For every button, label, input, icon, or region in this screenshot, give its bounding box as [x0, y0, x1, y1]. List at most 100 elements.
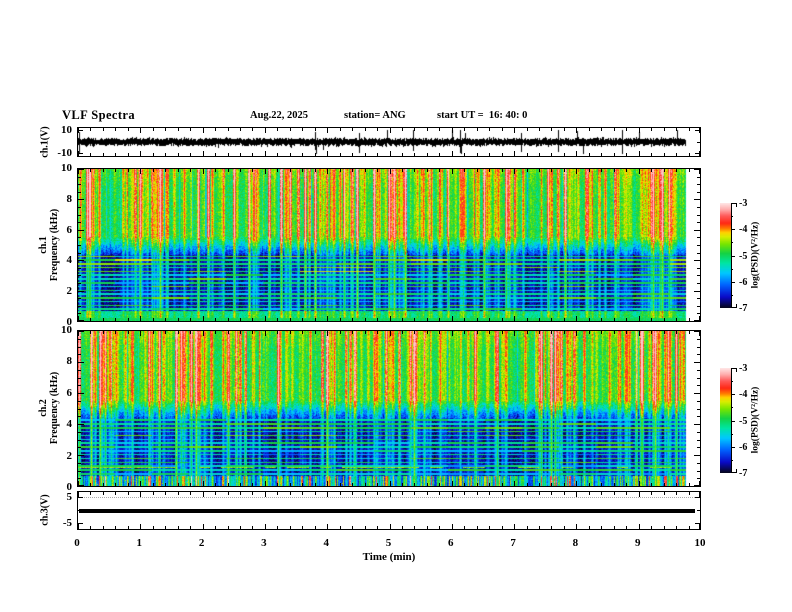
x-minor-tick [664, 153, 665, 156]
x-minor-tick [103, 526, 104, 529]
x-minor-tick [439, 483, 440, 486]
y-minor-tick [78, 409, 81, 410]
x-minor-tick [527, 318, 528, 321]
x-minor-tick [489, 153, 490, 156]
colorbar-minor-tick [731, 434, 733, 435]
x-minor-tick [153, 483, 154, 486]
y-minor-tick [78, 253, 81, 254]
x-major-tick [327, 492, 328, 497]
colorbar-minor-tick [731, 381, 733, 382]
x-minor-tick [128, 492, 129, 495]
x-tick-label: 0 [74, 537, 80, 549]
x-minor-tick [277, 153, 278, 156]
x-minor-tick [228, 318, 229, 321]
y-minor-tick [697, 478, 700, 479]
x-major-tick [639, 128, 640, 133]
ch1-spectrogram-canvas [78, 169, 695, 321]
x-minor-tick [115, 331, 116, 334]
x-minor-tick [302, 153, 303, 156]
x-minor-tick [601, 318, 602, 321]
y-tick [78, 510, 81, 511]
x-major-tick [265, 524, 266, 529]
spec2-ytick: 0 [66, 481, 73, 493]
x-minor-tick [589, 153, 590, 156]
x-major-tick [699, 331, 700, 336]
x-minor-tick [290, 153, 291, 156]
y-major-tick [78, 485, 84, 486]
x-minor-tick [489, 492, 490, 495]
x-minor-tick [527, 128, 528, 131]
x-minor-tick [215, 153, 216, 156]
x-major-tick [265, 128, 266, 133]
x-minor-tick [103, 169, 104, 172]
y-minor-tick [697, 440, 700, 441]
x-minor-tick [153, 169, 154, 172]
x-major-tick [327, 524, 328, 529]
x-minor-tick [539, 153, 540, 156]
x-minor-tick [664, 492, 665, 495]
y-minor-tick [78, 416, 81, 417]
spec1-ytick: 2 [66, 285, 73, 298]
y-minor-tick [78, 471, 81, 472]
y-minor-tick [697, 306, 700, 307]
header-station: station= ANG [344, 110, 406, 121]
x-major-tick [327, 128, 328, 133]
x-minor-tick [302, 526, 303, 529]
x-major-tick [639, 169, 640, 174]
x-minor-tick [252, 153, 253, 156]
x-minor-tick [365, 153, 366, 156]
x-minor-tick [477, 128, 478, 131]
y-major-tick [78, 199, 84, 200]
x-minor-tick [128, 169, 129, 172]
y-minor-tick [697, 313, 700, 314]
y-minor-tick [697, 409, 700, 410]
x-minor-tick [315, 483, 316, 486]
spec2-ytick: 6 [66, 386, 73, 399]
x-minor-tick [464, 169, 465, 172]
x-minor-tick [614, 483, 615, 486]
colorbar-1: -3 -4 -5 -6 -7 [720, 198, 780, 314]
y-minor-tick [697, 347, 700, 348]
x-minor-tick [352, 169, 353, 172]
x-minor-tick [464, 318, 465, 321]
y-minor-tick [78, 447, 81, 448]
y-minor-tick [78, 354, 81, 355]
ch1-waveform-panel [77, 127, 701, 157]
x-tick-label: 2 [198, 537, 205, 549]
x-minor-tick [589, 169, 590, 172]
x-minor-tick [502, 526, 503, 529]
x-minor-tick [290, 492, 291, 495]
y-major-tick [694, 199, 700, 200]
x-minor-tick [551, 153, 552, 156]
x-minor-tick [115, 492, 116, 495]
x-minor-tick [551, 492, 552, 495]
x-minor-tick [439, 331, 440, 334]
spec1-ytick: 6 [66, 223, 73, 236]
x-minor-tick [315, 153, 316, 156]
x-minor-tick [302, 169, 303, 172]
x-minor-tick [365, 128, 366, 131]
x-minor-tick [240, 169, 241, 172]
colorbar-2-label: log(PSD)(V²/Hz) [750, 386, 761, 454]
x-minor-tick [165, 128, 166, 131]
y-major-tick [78, 320, 84, 321]
x-minor-tick [489, 331, 490, 334]
x-major-tick [203, 169, 204, 174]
x-minor-tick [115, 169, 116, 172]
y-tick [697, 510, 700, 511]
x-axis-label: Time (min) [362, 551, 416, 563]
y-tick [78, 523, 83, 524]
y-major-tick [694, 362, 700, 363]
x-tick-label: 5 [385, 537, 392, 549]
y-minor-tick [697, 222, 700, 223]
y-minor-tick [697, 463, 700, 464]
x-minor-tick [240, 483, 241, 486]
x-minor-tick [402, 483, 403, 486]
x-minor-tick [228, 128, 229, 131]
x-minor-tick [689, 526, 690, 529]
y-minor-tick [697, 275, 700, 276]
x-minor-tick [689, 153, 690, 156]
x-minor-tick [215, 483, 216, 486]
colorbar-tick-label: -3 [739, 198, 748, 209]
x-minor-tick [664, 169, 665, 172]
